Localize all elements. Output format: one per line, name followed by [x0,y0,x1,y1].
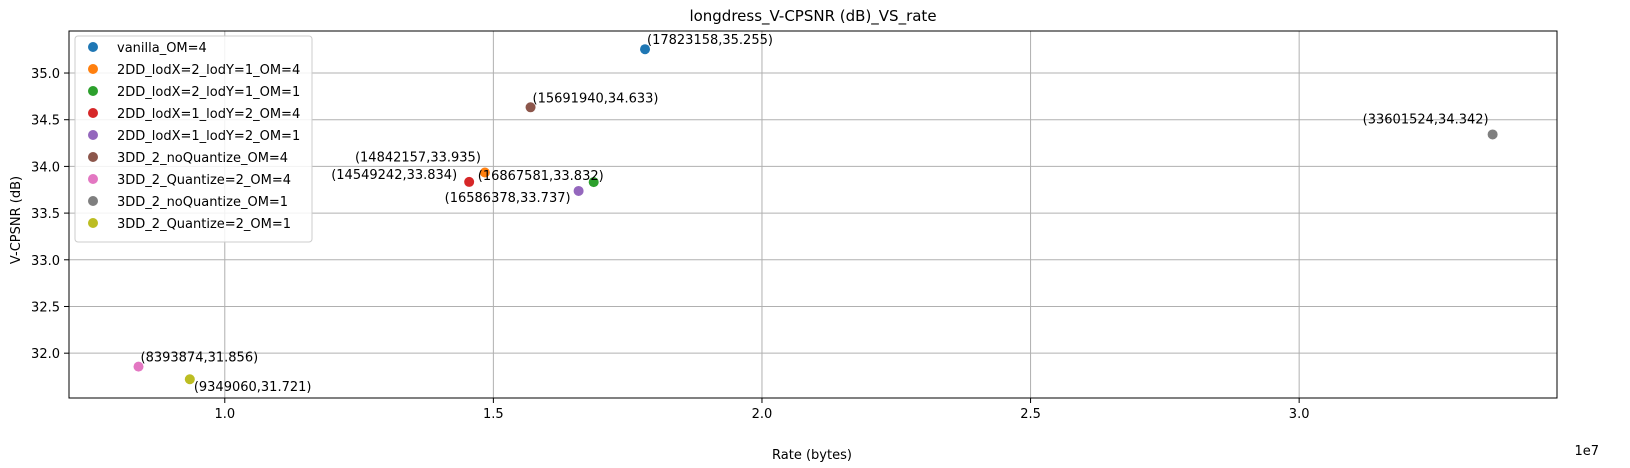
legend: vanilla_OM=4 2DD_lodX=2_lodY=1_OM=4 2DD_lo… [74,35,313,243]
legend-marker [88,218,98,228]
data-point [640,44,651,55]
y-tick-label: 34.5 [31,114,60,129]
legend-entry: 2DD_lodX=2_lodY=1_OM=1 [117,85,300,100]
data-label: (8393874,31.856) [141,351,259,366]
data-point [184,374,195,385]
y-tick-label: 35.0 [31,67,60,82]
y-tick-label: 32.0 [31,347,60,362]
data-point [1487,129,1498,140]
data-annotations: (17823158,35.255) (14842157,33.935) (16867… [141,33,1489,395]
legend-entry: vanilla_OM=4 [117,41,207,56]
data-point [479,167,490,178]
data-point [525,102,536,113]
data-points [133,44,1498,385]
y-tick-label: 33.0 [31,254,60,269]
legend-marker [88,86,98,96]
x-tick-label: 2.5 [1020,407,1041,422]
data-label: (33601524,34.342) [1363,112,1489,127]
y-tick-label: 34.0 [31,160,60,175]
plot-area-frame [68,30,1558,399]
legend-entry: 3DD_2_noQuantize_OM=1 [117,195,288,210]
legend-marker [88,64,98,74]
grid [69,31,1557,398]
data-label: (17823158,35.255) [647,33,773,48]
data-label: (9349060,31.721) [194,380,312,395]
y-tick-label: 32.5 [31,300,60,315]
legend-marker [88,152,98,162]
data-point [464,176,475,187]
legend-entry: 3DD_2_Quantize=2_OM=1 [117,217,291,232]
legend-marker [88,42,98,52]
legend-box [74,35,313,243]
data-label: (15691940,34.633) [533,91,659,106]
data-label: (14842157,33.935) [355,150,481,165]
legend-entry: 2DD_lodX=2_lodY=1_OM=4 [117,63,300,78]
data-label: (14549242,33.834) [331,168,457,183]
legend-entry: 2DD_lodX=1_lodY=2_OM=1 [117,129,300,144]
legend-marker [88,174,98,184]
x-axis-ticks: 1.0 1.5 2.0 2.5 3.0 [214,398,1309,422]
data-label: (16867581,33.832) [478,169,604,184]
x-axis-offset-label: 1e7 [1574,444,1599,459]
data-point [133,361,144,372]
y-axis-ticks: 32.0 32.5 33.0 33.5 34.0 34.5 35.0 [31,67,69,362]
x-tick-label: 2.0 [752,407,773,422]
x-axis-label: Rate (bytes) [772,448,852,463]
legend-marker [88,196,98,206]
legend-entry: 3DD_2_noQuantize_OM=4 [117,151,288,166]
y-axis-label: V-CPSNR (dB) [9,176,24,264]
legend-marker [88,130,98,140]
x-tick-label: 1.0 [214,407,235,422]
data-label: (16586378,33.737) [445,191,571,206]
legend-marker [88,108,98,118]
data-point [588,177,599,188]
x-tick-label: 3.0 [1289,407,1310,422]
legend-entry: 2DD_lodX=1_lodY=2_OM=4 [117,107,300,122]
legend-entry: 3DD_2_Quantize=2_OM=4 [117,173,291,188]
chart-title: longdress_V-CPSNR (dB)_VS_rate [689,7,936,26]
data-point [573,185,584,196]
x-tick-label: 1.5 [483,407,504,422]
y-tick-label: 33.5 [31,207,60,222]
